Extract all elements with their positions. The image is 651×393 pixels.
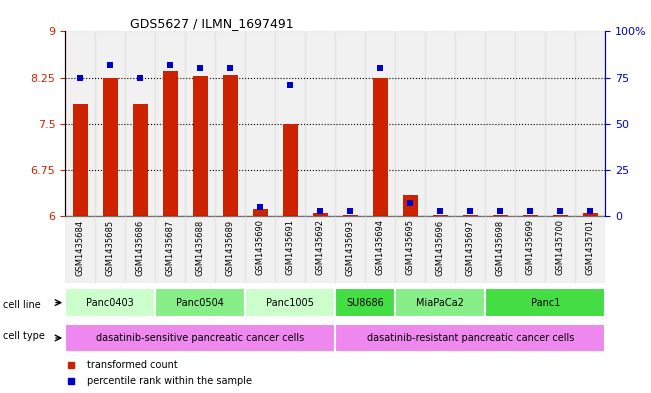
Bar	[575, 31, 605, 216]
Text: GSM1435687: GSM1435687	[165, 219, 174, 276]
Text: GSM1435689: GSM1435689	[226, 219, 235, 275]
Text: Panc1005: Panc1005	[266, 298, 314, 308]
Bar	[553, 215, 568, 216]
Bar	[185, 216, 215, 283]
Bar	[95, 216, 125, 283]
Bar	[155, 216, 185, 283]
Text: GSM1435697: GSM1435697	[466, 219, 475, 275]
Bar	[155, 288, 245, 317]
Text: GSM1435694: GSM1435694	[376, 219, 385, 275]
Bar	[433, 215, 448, 216]
Bar	[395, 288, 486, 317]
Bar	[425, 31, 455, 216]
Bar	[365, 31, 395, 216]
Bar	[486, 288, 605, 317]
Bar	[546, 31, 575, 216]
Text: GSM1435691: GSM1435691	[286, 219, 295, 275]
Bar	[395, 31, 425, 216]
Bar	[575, 216, 605, 283]
Bar	[95, 31, 125, 216]
Bar	[343, 215, 358, 216]
Text: GSM1435699: GSM1435699	[526, 219, 535, 275]
Bar	[335, 216, 365, 283]
Bar	[486, 216, 516, 283]
Bar	[125, 31, 155, 216]
Bar	[283, 124, 298, 216]
Bar	[455, 31, 486, 216]
Text: GDS5627 / ILMN_1697491: GDS5627 / ILMN_1697491	[130, 17, 294, 30]
Bar	[215, 31, 245, 216]
Text: SU8686: SU8686	[346, 298, 384, 308]
Bar	[335, 288, 395, 317]
Bar	[365, 216, 395, 283]
Text: dasatinib-sensitive pancreatic cancer cells: dasatinib-sensitive pancreatic cancer ce…	[96, 333, 304, 343]
Bar	[73, 104, 88, 216]
Bar	[245, 31, 275, 216]
Text: transformed count: transformed count	[87, 360, 178, 371]
Text: Panc0403: Panc0403	[86, 298, 134, 308]
Bar	[373, 78, 388, 216]
Bar	[546, 216, 575, 283]
Bar	[275, 216, 305, 283]
Bar	[463, 215, 478, 216]
Bar	[583, 213, 598, 216]
Bar	[65, 216, 95, 283]
Bar	[335, 324, 605, 352]
Text: GSM1435698: GSM1435698	[496, 219, 505, 275]
Bar	[516, 31, 546, 216]
Text: GSM1435695: GSM1435695	[406, 219, 415, 275]
Bar	[185, 31, 215, 216]
Text: cell line: cell line	[3, 299, 41, 310]
Text: GSM1435692: GSM1435692	[316, 219, 325, 275]
Text: dasatinib-resistant pancreatic cancer cells: dasatinib-resistant pancreatic cancer ce…	[367, 333, 574, 343]
Bar	[312, 213, 327, 216]
Text: GSM1435688: GSM1435688	[196, 219, 204, 276]
Bar	[245, 288, 335, 317]
Bar	[65, 288, 155, 317]
Text: Panc1: Panc1	[531, 298, 560, 308]
Bar	[395, 216, 425, 283]
Text: GSM1435700: GSM1435700	[556, 219, 565, 275]
Text: GSM1435690: GSM1435690	[256, 219, 265, 275]
Bar	[305, 31, 335, 216]
Bar	[516, 216, 546, 283]
Text: GSM1435685: GSM1435685	[105, 219, 115, 275]
Bar	[163, 72, 178, 216]
Text: percentile rank within the sample: percentile rank within the sample	[87, 376, 252, 386]
Bar	[223, 75, 238, 216]
Bar	[65, 324, 335, 352]
Bar	[193, 76, 208, 216]
Bar	[215, 216, 245, 283]
Bar	[65, 31, 95, 216]
Text: GSM1435684: GSM1435684	[76, 219, 85, 275]
Text: GSM1435701: GSM1435701	[586, 219, 595, 275]
Bar	[133, 104, 148, 216]
Bar	[486, 31, 516, 216]
Bar	[305, 216, 335, 283]
Text: cell type: cell type	[3, 331, 45, 341]
Bar	[253, 209, 268, 216]
Text: GSM1435693: GSM1435693	[346, 219, 355, 275]
Text: Panc0504: Panc0504	[176, 298, 224, 308]
Text: GSM1435686: GSM1435686	[135, 219, 145, 276]
Bar	[125, 216, 155, 283]
Bar	[335, 31, 365, 216]
Bar	[403, 195, 418, 216]
Bar	[425, 216, 455, 283]
Bar	[245, 216, 275, 283]
Bar	[523, 215, 538, 216]
Text: GSM1435696: GSM1435696	[436, 219, 445, 275]
Bar	[275, 31, 305, 216]
Bar	[103, 78, 118, 216]
Bar	[455, 216, 486, 283]
Bar	[155, 31, 185, 216]
Bar	[493, 215, 508, 216]
Text: MiaPaCa2: MiaPaCa2	[417, 298, 464, 308]
